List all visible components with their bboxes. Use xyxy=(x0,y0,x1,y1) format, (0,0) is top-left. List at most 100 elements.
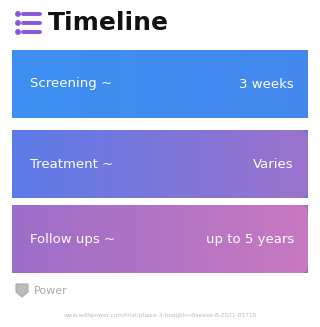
Bar xyxy=(142,50,146,118)
Bar xyxy=(175,205,178,273)
Bar xyxy=(124,130,128,198)
Bar xyxy=(154,205,157,273)
Bar xyxy=(193,50,196,118)
Bar xyxy=(39,205,42,273)
Bar xyxy=(299,50,303,118)
Bar xyxy=(18,205,21,273)
Bar xyxy=(172,50,175,118)
Bar xyxy=(74,205,78,273)
Bar xyxy=(86,50,90,118)
Bar xyxy=(234,50,237,118)
Bar xyxy=(234,205,237,273)
FancyBboxPatch shape xyxy=(12,205,308,273)
Bar xyxy=(181,50,184,118)
Bar xyxy=(290,205,294,273)
Text: Timeline: Timeline xyxy=(48,11,169,35)
Bar xyxy=(243,205,246,273)
Bar xyxy=(287,130,291,198)
Bar xyxy=(267,50,270,118)
FancyBboxPatch shape xyxy=(12,50,308,118)
Bar xyxy=(299,130,303,198)
Bar xyxy=(202,130,205,198)
Bar xyxy=(145,50,149,118)
Bar xyxy=(278,50,282,118)
Bar xyxy=(119,130,122,198)
Bar xyxy=(193,205,196,273)
Bar xyxy=(276,50,279,118)
Bar xyxy=(231,130,235,198)
Bar xyxy=(269,205,273,273)
Bar xyxy=(166,205,169,273)
Bar xyxy=(243,130,246,198)
Bar xyxy=(163,205,166,273)
Bar xyxy=(187,205,190,273)
Bar xyxy=(169,50,172,118)
Bar xyxy=(302,50,306,118)
Bar xyxy=(273,50,276,118)
Bar xyxy=(24,205,27,273)
Bar xyxy=(139,50,143,118)
Bar xyxy=(278,205,282,273)
Bar xyxy=(136,50,140,118)
Bar xyxy=(175,130,178,198)
Bar xyxy=(47,130,51,198)
Bar xyxy=(15,130,19,198)
Bar xyxy=(157,130,161,198)
Bar xyxy=(44,50,48,118)
Bar xyxy=(198,130,202,198)
Bar xyxy=(86,130,90,198)
Bar xyxy=(116,50,119,118)
Bar xyxy=(104,205,107,273)
Bar xyxy=(56,50,60,118)
Circle shape xyxy=(16,21,20,25)
Bar xyxy=(255,130,258,198)
Bar xyxy=(113,130,116,198)
Bar xyxy=(36,205,39,273)
Bar xyxy=(127,50,131,118)
Bar xyxy=(80,50,84,118)
Bar xyxy=(12,205,15,273)
Bar xyxy=(219,130,223,198)
Bar xyxy=(293,130,297,198)
Bar xyxy=(225,130,228,198)
Bar xyxy=(65,205,69,273)
FancyBboxPatch shape xyxy=(12,130,308,198)
Bar xyxy=(228,205,232,273)
Text: up to 5 years: up to 5 years xyxy=(206,232,294,246)
Bar xyxy=(189,205,193,273)
Bar xyxy=(95,50,98,118)
Bar xyxy=(60,50,63,118)
Bar xyxy=(77,50,81,118)
Bar xyxy=(210,205,214,273)
Bar xyxy=(231,205,235,273)
Bar xyxy=(80,130,84,198)
Bar xyxy=(104,130,107,198)
Bar xyxy=(237,50,240,118)
Bar xyxy=(198,205,202,273)
Bar xyxy=(116,130,119,198)
Bar xyxy=(83,130,86,198)
Bar xyxy=(184,205,187,273)
Bar xyxy=(60,130,63,198)
Polygon shape xyxy=(16,284,28,297)
Bar xyxy=(243,50,246,118)
Bar xyxy=(53,130,57,198)
Bar xyxy=(27,205,30,273)
Bar xyxy=(53,205,57,273)
Bar xyxy=(51,50,54,118)
Bar xyxy=(39,50,42,118)
Bar xyxy=(172,130,175,198)
Bar xyxy=(184,50,187,118)
Bar xyxy=(237,205,240,273)
Bar xyxy=(204,50,208,118)
Bar xyxy=(60,205,63,273)
Bar xyxy=(36,50,39,118)
Bar xyxy=(210,50,214,118)
Bar xyxy=(157,205,161,273)
Bar xyxy=(228,50,232,118)
Bar xyxy=(160,205,164,273)
Bar xyxy=(299,205,303,273)
Bar xyxy=(30,50,33,118)
Bar xyxy=(142,205,146,273)
Bar xyxy=(166,130,169,198)
